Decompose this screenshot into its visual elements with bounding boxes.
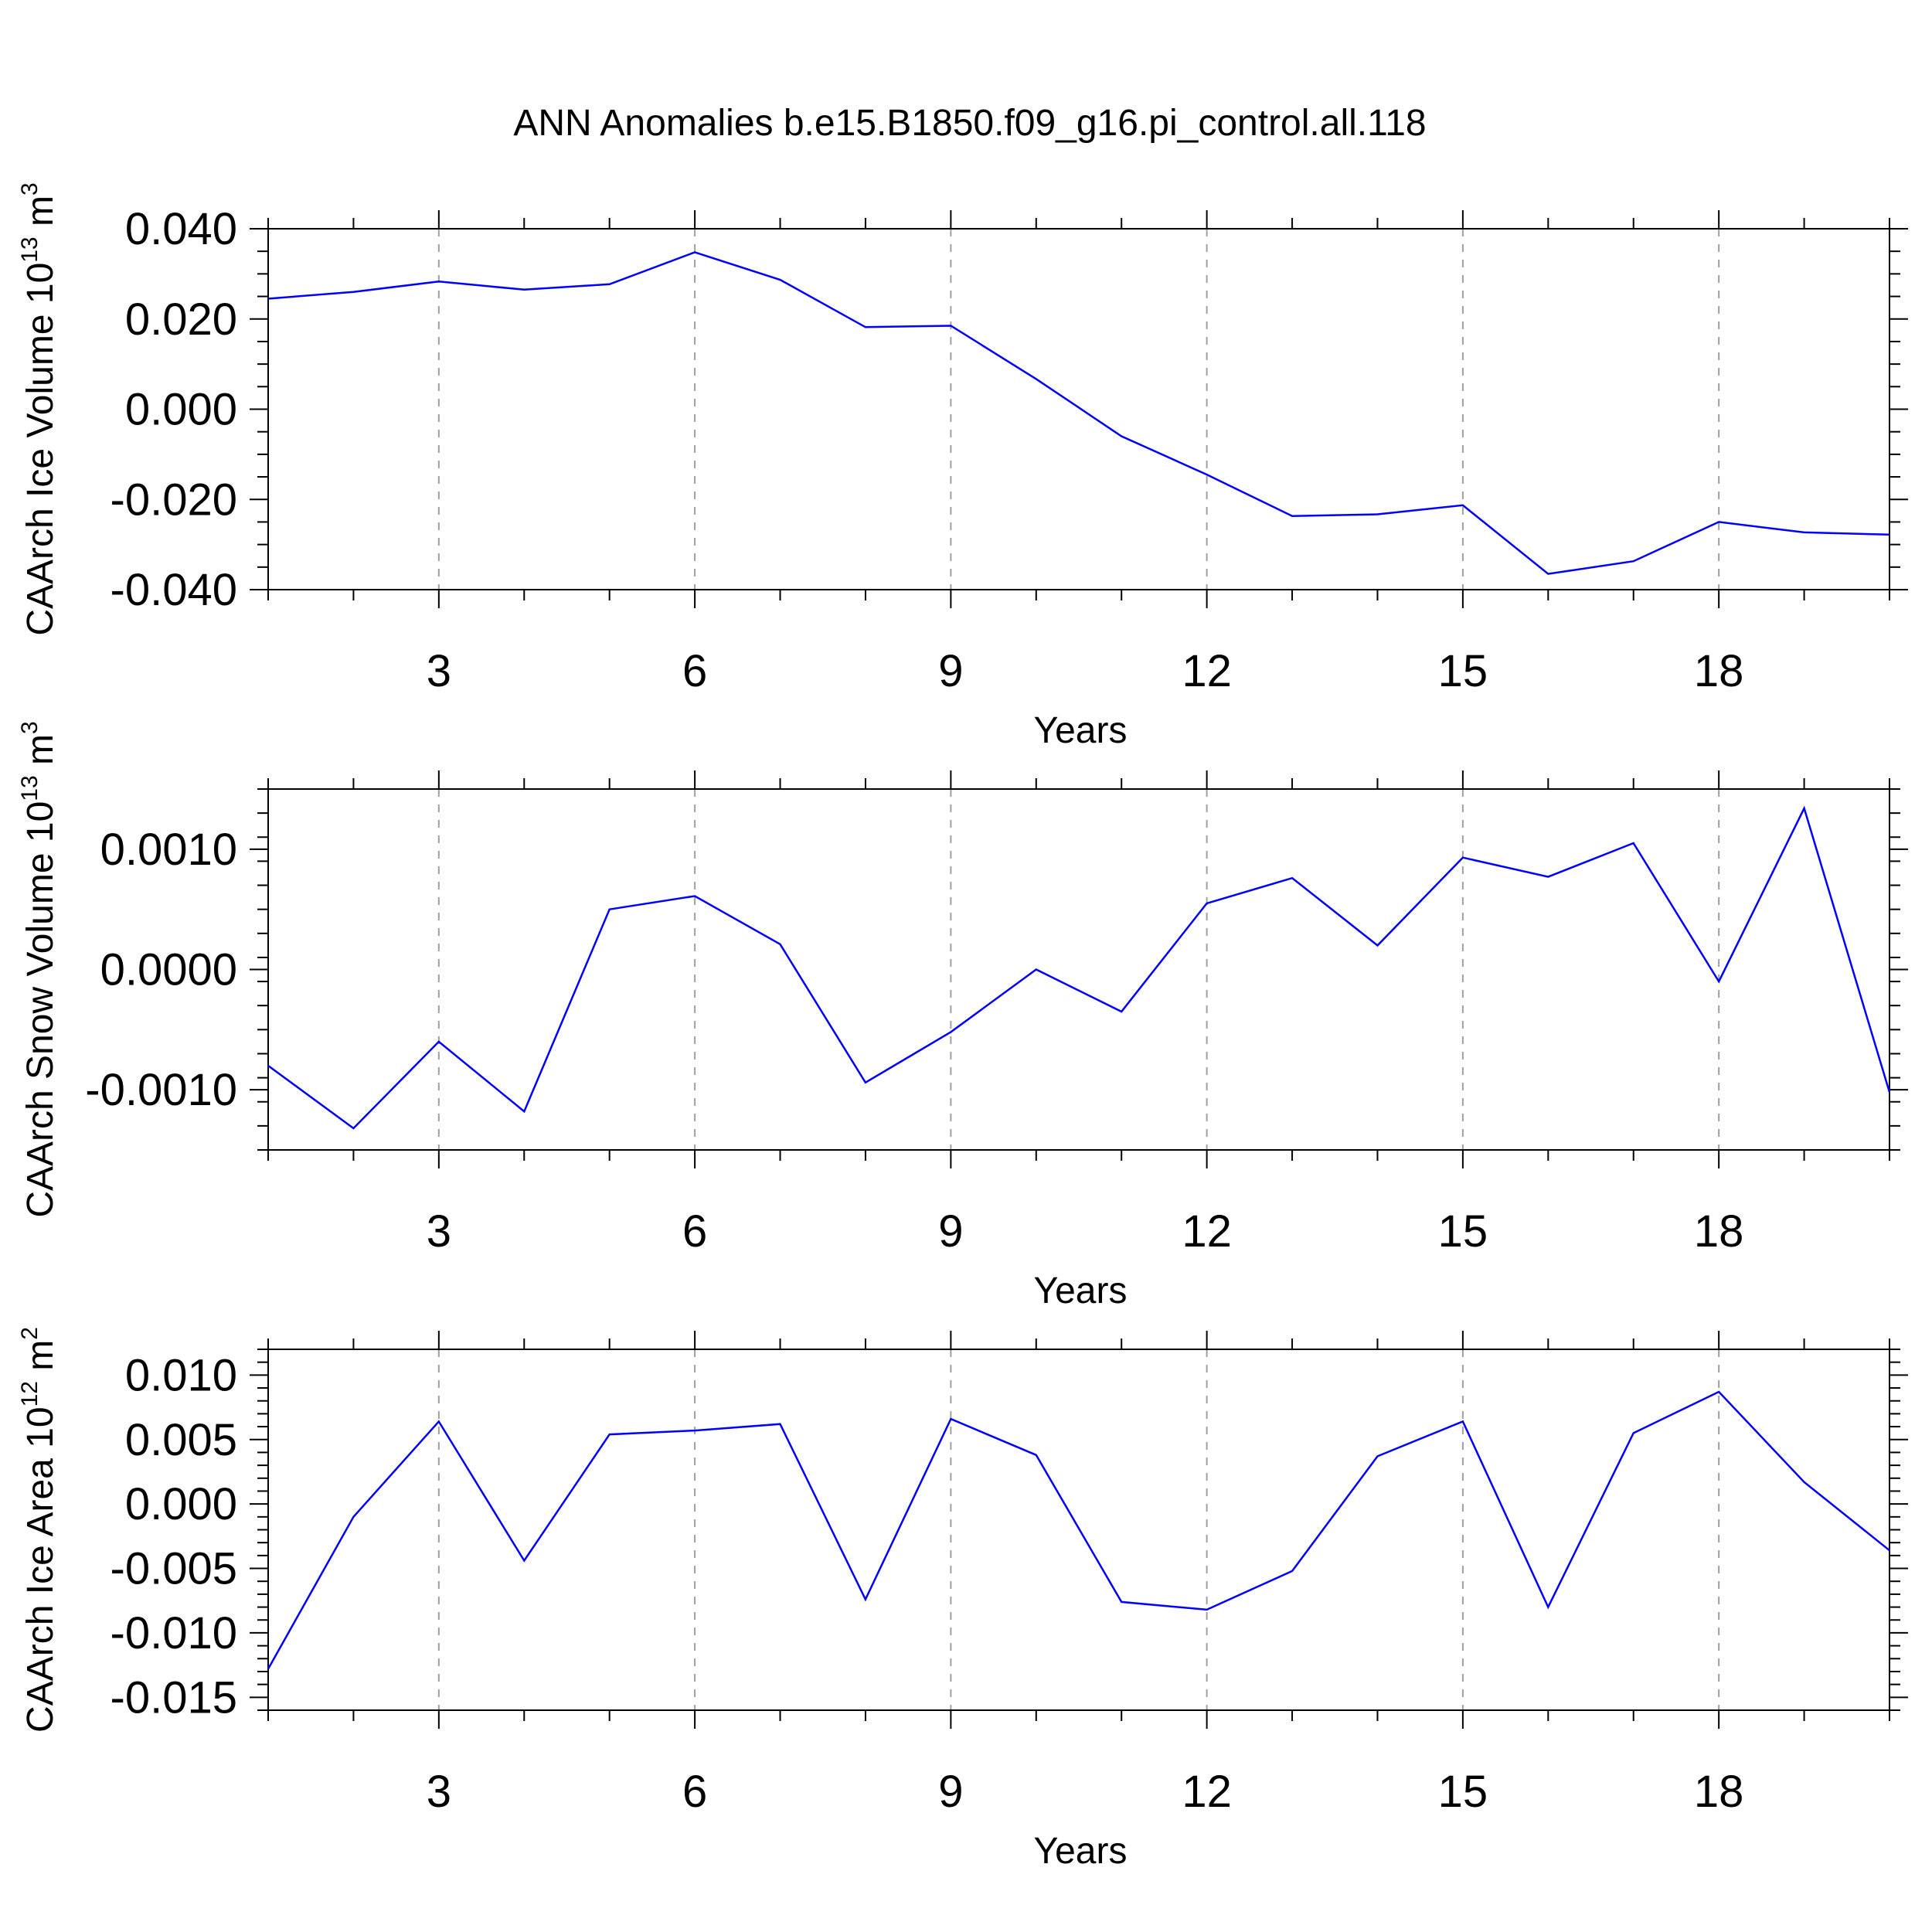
x-tick-label: 15 — [1438, 1206, 1488, 1257]
series-line — [267, 1390, 1890, 1670]
x-tick-label: 6 — [682, 1767, 707, 1817]
x-tick-label: 9 — [938, 1206, 963, 1257]
y-tick-label: -0.020 — [111, 474, 237, 525]
x-tick-label: 12 — [1182, 1206, 1232, 1257]
y-axis-label: CAArch Snow Volume 1013 m3 — [17, 721, 61, 1217]
x-axis-label: Years — [1034, 710, 1128, 751]
x-tick-label: 15 — [1438, 1767, 1488, 1817]
y-tick-label: -0.010 — [111, 1608, 237, 1658]
x-axis-label: Years — [1034, 1831, 1128, 1872]
x-tick-label: 15 — [1438, 646, 1488, 696]
x-tick-label: 3 — [427, 1206, 451, 1257]
chart-panel-1: 3 6 9 12 15 18 0.040 0.020 0.000 -0.020 -0.040 Year… — [17, 182, 1908, 751]
plot-frame — [267, 788, 1890, 1151]
chart-title: ANN Anomalies b.e15.B1850.f09_g16.pi_con… — [513, 103, 1426, 144]
y-tick-label: 0.020 — [125, 294, 237, 345]
x-tick-label: 6 — [682, 646, 707, 696]
y-tick-label: 0.0010 — [100, 825, 237, 875]
y-tick-label: 0.000 — [125, 1479, 237, 1529]
x-tick-label: 6 — [682, 1206, 707, 1257]
x-tick-label: 18 — [1694, 1767, 1744, 1817]
y-axis-label: CAArch Ice Volume 1013 m3 — [17, 182, 61, 635]
chart-panel-2: 3 6 9 12 15 18 0.0010 0.0000 -0.0010 Years CAArch … — [17, 721, 1908, 1311]
series-line — [267, 251, 1890, 575]
x-tick-label: 9 — [938, 1767, 963, 1817]
x-tick-label: 3 — [427, 1767, 451, 1817]
y-tick-label: -0.005 — [111, 1544, 237, 1594]
x-tick-label: 12 — [1182, 1767, 1232, 1817]
plot-frame — [267, 228, 1890, 590]
x-tick-label: 3 — [427, 646, 451, 696]
x-axis-label: Years — [1034, 1270, 1128, 1311]
y-tick-label: 0.000 — [125, 385, 237, 435]
x-tick-label: 9 — [938, 646, 963, 696]
plot-frame — [267, 1349, 1890, 1711]
chart-panel-3: 3 6 9 12 15 18 0.010 0.005 0.000 -0.005 -0.010 -0.0… — [17, 1327, 1908, 1872]
series-line — [267, 805, 1891, 1130]
y-tick-label: 0.040 — [125, 204, 237, 254]
y-tick-label: -0.0010 — [85, 1065, 237, 1115]
y-tick-label: -0.015 — [111, 1672, 237, 1723]
y-tick-label: 0.0000 — [100, 945, 237, 995]
x-tick-label: 12 — [1182, 646, 1232, 696]
x-tick-label: 18 — [1694, 646, 1744, 696]
y-tick-label: 0.005 — [125, 1415, 237, 1465]
y-tick-label: -0.040 — [111, 565, 237, 615]
x-tick-label: 18 — [1694, 1206, 1744, 1257]
y-axis-label: CAArch Ice Area 1012 m2 — [17, 1327, 61, 1733]
y-tick-label: 0.010 — [125, 1350, 237, 1400]
